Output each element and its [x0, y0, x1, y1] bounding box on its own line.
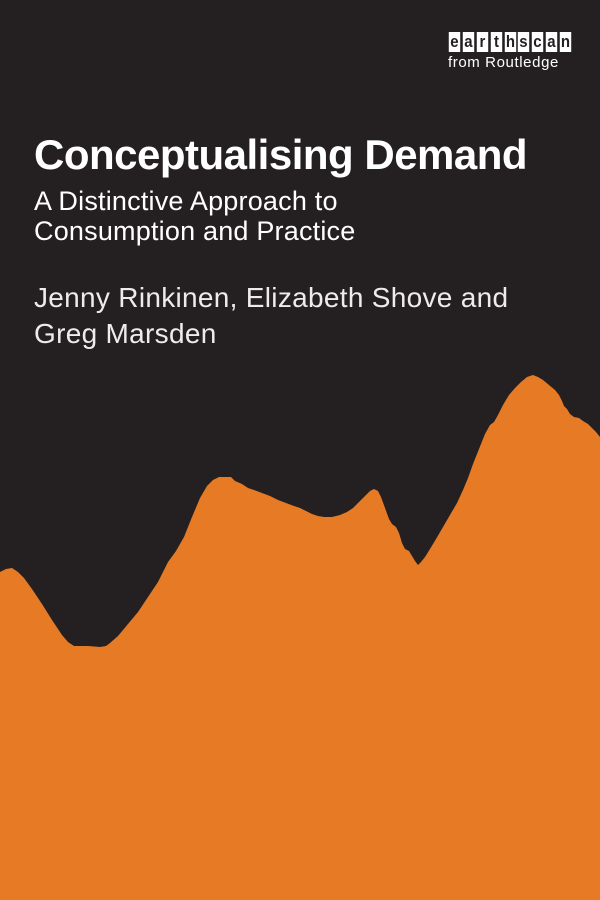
logo-letter-tile: e: [448, 32, 461, 52]
logo-letter-tile: n: [559, 32, 572, 52]
publisher-tagline: from Routledge: [448, 54, 559, 71]
logo-letter-tile: a: [462, 32, 475, 52]
earthscan-wordmark: e a r t h s c a n: [448, 32, 572, 52]
publisher-logo: e a r t h s c a n from Routledge: [448, 32, 572, 71]
logo-letter-tile: s: [518, 32, 530, 52]
book-subtitle: A Distinctive Approach to Consumption an…: [34, 186, 574, 246]
mountain-shape: [0, 375, 600, 900]
logo-letter-tile: a: [546, 32, 558, 52]
authors-line-1: Jenny Rinkinen, Elizabeth Shove and: [34, 282, 509, 313]
subtitle-line-1: A Distinctive Approach to: [34, 186, 338, 216]
authors-line-2: Greg Marsden: [34, 318, 217, 349]
subtitle-line-2: Consumption and Practice: [34, 216, 356, 246]
book-authors: Jenny Rinkinen, Elizabeth Shove and Greg…: [34, 280, 574, 352]
logo-letter-tile: c: [532, 32, 544, 52]
book-title: Conceptualising Demand: [34, 131, 528, 178]
logo-letter-tile: h: [504, 32, 516, 52]
logo-letter-tile: t: [490, 32, 502, 52]
logo-letter-tile: r: [476, 32, 488, 52]
